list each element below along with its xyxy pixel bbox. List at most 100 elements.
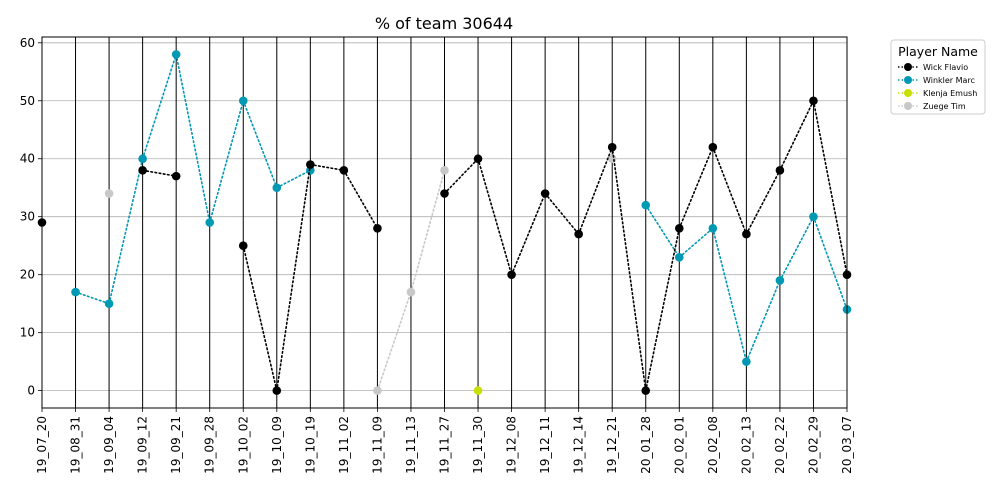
data-point bbox=[473, 386, 483, 395]
data-point bbox=[306, 160, 315, 169]
x-tick-label: 20_02_01 bbox=[672, 416, 686, 474]
data-point bbox=[138, 166, 147, 175]
series-line-segment bbox=[712, 227, 748, 363]
series-zuege-tim bbox=[104, 154, 617, 395]
data-point bbox=[406, 287, 416, 297]
data-point bbox=[171, 50, 181, 59]
x-tick-label: 19_11_13 bbox=[404, 416, 418, 474]
series-line-segment bbox=[812, 215, 848, 311]
x-tick-label: 19_08_31 bbox=[69, 416, 83, 474]
legend-label: Winkler Marc bbox=[923, 76, 975, 85]
x-tick-label: 19_11_02 bbox=[337, 416, 351, 474]
series-winkler-marc bbox=[71, 50, 852, 366]
data-point bbox=[607, 142, 617, 152]
x-tick-label: 19_09_04 bbox=[102, 416, 116, 474]
data-point bbox=[71, 287, 80, 297]
y-tick-label: 0 bbox=[27, 384, 35, 398]
data-point bbox=[171, 171, 181, 181]
series-line-segment bbox=[242, 244, 278, 392]
series-line-segment bbox=[812, 99, 848, 276]
legend-item: Zuege Tim bbox=[898, 102, 966, 111]
legend-label: Klenja Emush bbox=[923, 89, 977, 98]
y-tick-label: 30 bbox=[20, 210, 35, 224]
legend-item: Winkler Marc bbox=[898, 76, 975, 85]
vertical-lines bbox=[75, 37, 814, 408]
y-tick-label: 50 bbox=[20, 94, 35, 108]
data-point bbox=[104, 189, 114, 198]
x-tick-label: 20_01_28 bbox=[639, 416, 653, 474]
x-axis: 19_07_20 19_08_31 19_09_04 19_09_12 19_09_21… bbox=[35, 408, 854, 474]
series-line-segment bbox=[376, 291, 412, 392]
series-line-segment bbox=[544, 192, 580, 235]
data-point bbox=[238, 96, 248, 106]
series-line-segment bbox=[141, 53, 177, 160]
series-line-segment bbox=[611, 146, 647, 392]
series-line-segment bbox=[644, 204, 681, 259]
data-point bbox=[809, 212, 818, 222]
data-point bbox=[272, 386, 282, 395]
data-point bbox=[674, 223, 684, 233]
legend-marker bbox=[904, 63, 912, 71]
series-line-segment bbox=[779, 215, 815, 282]
series-line-segment bbox=[477, 157, 513, 276]
x-tick-label: 20_02_29 bbox=[806, 416, 820, 474]
data-point bbox=[674, 252, 684, 262]
legend-label: Zuege Tim bbox=[923, 102, 966, 111]
x-tick-label: 20_02_22 bbox=[773, 416, 787, 474]
data-point bbox=[440, 189, 449, 198]
data-point bbox=[138, 154, 147, 164]
y-tick-label: 10 bbox=[20, 326, 35, 340]
y-axis: 0 10 20 30 40 50 60 bbox=[20, 36, 42, 398]
x-tick-label: 19_07_20 bbox=[35, 416, 49, 474]
x-tick-label: 19_12_14 bbox=[572, 416, 586, 474]
legend-marker bbox=[904, 76, 912, 84]
data-point bbox=[775, 276, 785, 285]
series-line-segment bbox=[410, 169, 446, 293]
x-tick-label: 19_10_02 bbox=[236, 416, 250, 474]
series-line-segment bbox=[208, 99, 245, 224]
data-point bbox=[473, 154, 483, 164]
data-point bbox=[574, 229, 583, 239]
series-line-segment bbox=[779, 99, 815, 172]
series-line-segment bbox=[242, 99, 278, 189]
x-tick-label: 19_11_09 bbox=[370, 416, 384, 474]
legend-items: Wick Flavio Winkler Marc Klenja Emush Zuege… bbox=[898, 63, 977, 111]
series-line-segment bbox=[678, 227, 714, 259]
series-layer bbox=[37, 50, 852, 395]
series-line-segment bbox=[141, 169, 177, 177]
x-tick-label: 19_09_28 bbox=[203, 416, 217, 474]
series-line-segment bbox=[309, 163, 345, 172]
data-point bbox=[742, 357, 751, 366]
legend-marker bbox=[904, 102, 912, 110]
data-point bbox=[205, 218, 215, 227]
series-line-segment bbox=[678, 146, 714, 230]
x-tick-label: 19_09_21 bbox=[169, 416, 183, 474]
legend-frame bbox=[890, 39, 986, 115]
series-line-segment bbox=[745, 169, 781, 235]
data-point bbox=[708, 223, 718, 233]
x-tick-label: 19_11_27 bbox=[438, 416, 452, 474]
data-point bbox=[272, 183, 282, 193]
data-point bbox=[540, 189, 550, 198]
legend-title: Player Name bbox=[898, 44, 978, 59]
x-tick-label: 19_12_08 bbox=[505, 416, 519, 474]
data-point bbox=[373, 386, 382, 395]
data-point bbox=[641, 386, 651, 395]
series-line-segment bbox=[275, 169, 312, 189]
series-klenja-emush bbox=[473, 386, 483, 395]
x-tick-label: 19_12_11 bbox=[538, 416, 552, 474]
series-line-segment bbox=[275, 163, 312, 392]
data-point bbox=[708, 142, 718, 152]
series-wick-flavio bbox=[37, 96, 852, 395]
series-line-segment bbox=[745, 279, 781, 363]
series-line-segment bbox=[175, 53, 211, 224]
data-point bbox=[373, 223, 382, 233]
series-line-segment bbox=[74, 291, 110, 305]
series-line-segment bbox=[712, 146, 748, 235]
data-point bbox=[641, 200, 651, 210]
x-tick-label: 19_09_12 bbox=[136, 416, 150, 474]
data-point bbox=[507, 270, 516, 279]
data-point bbox=[809, 96, 818, 106]
x-tick-label: 19_11_30 bbox=[471, 416, 485, 474]
